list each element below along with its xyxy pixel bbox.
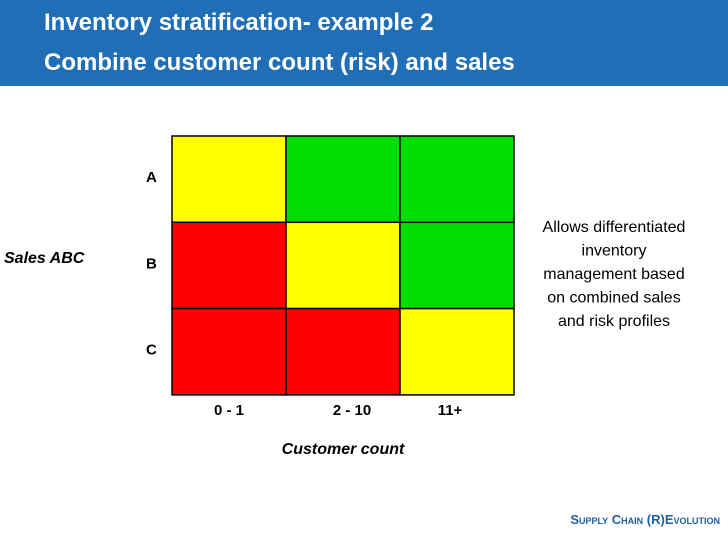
annotation-line: management based	[543, 266, 684, 283]
matrix-cell	[399, 221, 515, 310]
column-label: 11+	[438, 402, 463, 419]
annotation-line: on combined sales	[547, 290, 680, 307]
y-axis-label: Sales ABC	[4, 250, 85, 267]
column-label: 2 - 10	[333, 402, 371, 419]
matrix-cell	[285, 135, 401, 224]
annotation-line: and risk profiles	[558, 313, 670, 330]
matrix-cell	[171, 135, 287, 224]
column-label: 0 - 1	[214, 402, 244, 419]
footer-brand: Supply Chain (R)Evolution	[570, 512, 720, 527]
title-bar	[0, 0, 728, 86]
annotation-line: inventory	[582, 243, 647, 260]
title-line: Inventory stratification- example 2	[44, 9, 433, 36]
row-label: B	[146, 255, 157, 272]
title-line: Combine customer count (risk) and sales	[44, 49, 515, 76]
row-label: C	[146, 342, 157, 359]
matrix-cell	[171, 221, 287, 310]
matrix-cell	[285, 221, 401, 310]
matrix-cell	[171, 307, 287, 396]
x-axis-label: Customer count	[282, 441, 405, 458]
matrix-cell	[399, 307, 515, 396]
matrix-cell	[399, 135, 515, 224]
row-label: A	[146, 169, 157, 186]
matrix-cell	[285, 307, 401, 396]
annotation-line: Allows differentiated	[543, 219, 686, 236]
